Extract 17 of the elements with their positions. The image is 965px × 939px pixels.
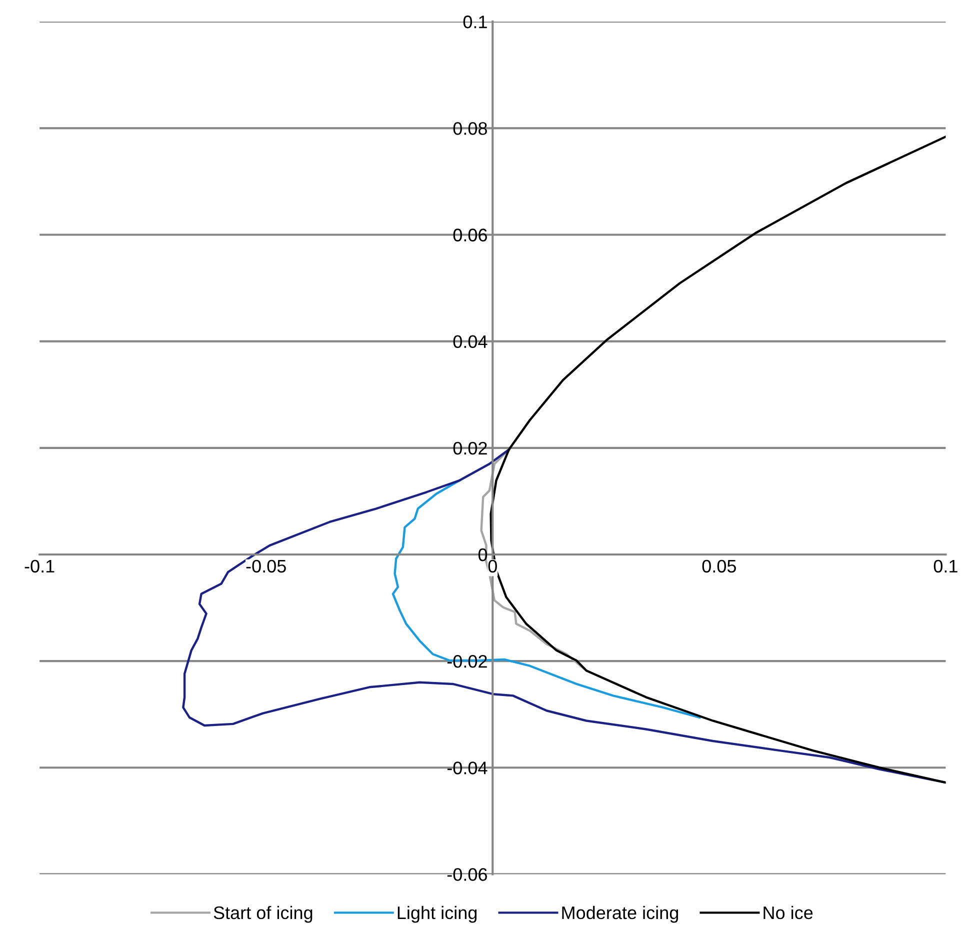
legend-label: Light icing xyxy=(398,906,477,923)
y-tick-label: 0.04 xyxy=(453,335,488,348)
y-tick-label: 0 xyxy=(478,548,488,562)
x-tick-label: -0.1 xyxy=(24,560,54,573)
y-tick-label: -0.06 xyxy=(447,868,487,881)
x-tick-label: -0.05 xyxy=(246,560,286,573)
y-tick-label: 0.1 xyxy=(463,16,487,28)
legend-label: Moderate icing xyxy=(562,906,678,923)
y-tick-label: 0.06 xyxy=(453,228,487,242)
legend-label: Start of icing xyxy=(214,906,312,923)
line-series xyxy=(392,479,701,719)
y-tick-label: 0.08 xyxy=(453,122,487,135)
y-tick-label: 0.02 xyxy=(453,442,487,455)
x-tick-label: 0.05 xyxy=(702,560,736,573)
y-tick-label: -0.04 xyxy=(447,762,488,774)
x-tick-label: 0.1 xyxy=(934,560,958,573)
legend-label: No ice xyxy=(764,906,813,920)
